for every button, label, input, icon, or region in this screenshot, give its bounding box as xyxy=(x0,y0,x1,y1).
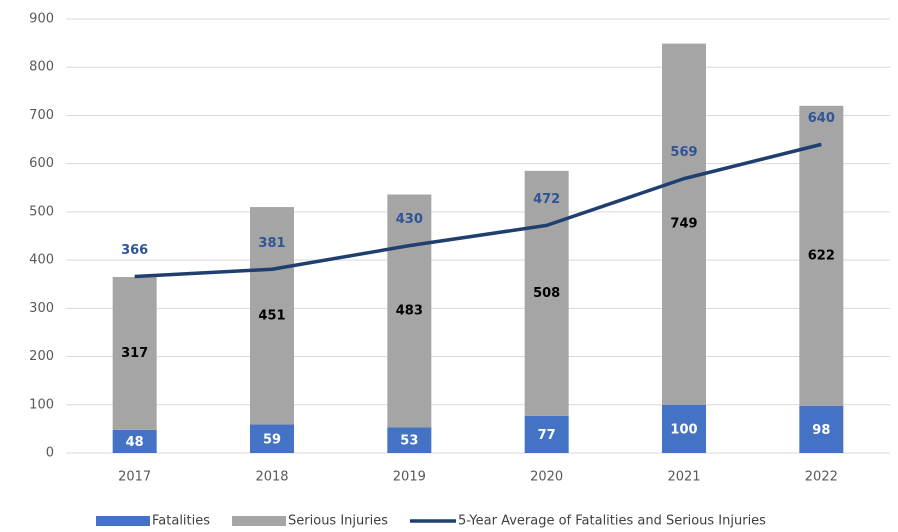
x-tick-label: 2019 xyxy=(393,470,426,485)
bar-segment xyxy=(112,276,157,430)
data-label: 472 xyxy=(533,192,560,207)
bar-segment xyxy=(662,43,706,405)
y-tick-label: 600 xyxy=(29,156,54,171)
data-label: 317 xyxy=(121,346,148,361)
legend-label: 5-Year Average of Fatalities and Serious… xyxy=(458,514,766,529)
legend-label: Fatalities xyxy=(152,514,210,529)
bar-segment xyxy=(250,207,294,425)
bar-segment xyxy=(112,429,157,453)
bar-segment xyxy=(799,405,844,453)
x-tick-label: 2017 xyxy=(118,470,151,485)
data-label: 381 xyxy=(258,236,285,251)
bar-segment xyxy=(799,105,844,406)
data-label: 53 xyxy=(400,434,418,449)
y-tick-label: 300 xyxy=(29,301,54,316)
data-label: 59 xyxy=(263,432,281,447)
data-label: 749 xyxy=(670,217,697,232)
legend-label: Serious Injuries xyxy=(288,514,388,529)
y-tick-label: 800 xyxy=(29,60,54,75)
data-label: 430 xyxy=(396,212,423,227)
data-label: 622 xyxy=(808,248,835,263)
data-label: 98 xyxy=(812,423,830,438)
bar-segment xyxy=(250,424,294,453)
x-tick-label: 2022 xyxy=(805,470,838,485)
y-tick-label: 200 xyxy=(29,349,54,364)
data-label: 569 xyxy=(670,145,697,160)
data-label: 100 xyxy=(670,422,697,437)
data-label: 508 xyxy=(533,286,560,301)
bar-segment xyxy=(387,427,432,453)
bar-segment xyxy=(662,404,706,453)
y-tick-label: 500 xyxy=(29,204,54,219)
y-tick-label: 100 xyxy=(29,397,54,412)
y-tick-label: 900 xyxy=(29,12,54,27)
x-tick-label: 2020 xyxy=(530,470,563,485)
y-tick-label: 400 xyxy=(29,253,54,268)
data-label: 77 xyxy=(538,428,556,443)
y-tick-label: 700 xyxy=(29,108,54,123)
data-label: 48 xyxy=(126,435,144,450)
bar-segment xyxy=(524,415,569,453)
data-label: 451 xyxy=(258,308,285,323)
x-tick-label: 2018 xyxy=(255,470,288,485)
legend-swatch xyxy=(232,516,287,526)
bar-segment xyxy=(524,170,569,416)
data-label: 640 xyxy=(808,111,835,126)
data-label: 483 xyxy=(396,303,423,318)
bar-segment xyxy=(387,194,432,428)
data-label: 366 xyxy=(121,243,148,258)
legend-swatch xyxy=(96,516,150,526)
y-tick-label: 0 xyxy=(46,446,54,461)
x-tick-label: 2021 xyxy=(667,470,700,485)
line-series xyxy=(134,142,822,279)
